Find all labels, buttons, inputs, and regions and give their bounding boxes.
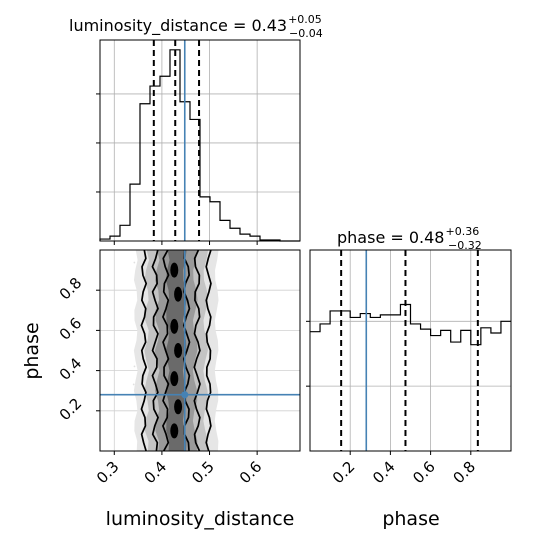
hist-bin-6 <box>370 317 380 451</box>
hist-bin-2 <box>120 225 130 241</box>
hist-bin-1 <box>320 324 330 451</box>
hist-bin-6 <box>160 76 170 241</box>
hist-bin-13 <box>441 330 451 451</box>
x-tick-label-1: 0.4 <box>369 458 399 488</box>
panel-frame <box>309 249 512 452</box>
contour-1-right <box>205 250 212 451</box>
hist-bin-3 <box>130 184 140 241</box>
hist-bin-10 <box>411 324 421 451</box>
title-luminosity-distance: luminosity_distance = 0.43+0.05 −0.04 <box>69 13 323 40</box>
hist-bin-4 <box>350 317 360 451</box>
density-area <box>100 250 300 451</box>
contour-core-2 <box>170 318 179 334</box>
hist-bin-15 <box>461 330 471 451</box>
hist-bin-5 <box>150 86 160 241</box>
contour-2-right <box>193 250 201 451</box>
hist-outline <box>310 303 511 346</box>
contour-core-1 <box>174 286 183 302</box>
sample-point <box>132 383 135 386</box>
contour-2-left <box>151 250 159 451</box>
hist-bin-13 <box>230 228 240 241</box>
hist-bin-18 <box>491 333 501 451</box>
x-tick-label-3: 0.6 <box>236 458 266 488</box>
hist-bin-11 <box>210 202 220 241</box>
contour-1-left <box>140 250 148 451</box>
hist-bin-14 <box>240 234 250 241</box>
x-tick-label-1: 0.4 <box>141 458 171 488</box>
y-tick-label-1: 0.4 <box>56 354 86 384</box>
hist-bin-1 <box>110 236 120 241</box>
contour-3-left <box>161 250 170 451</box>
panel-frame <box>99 39 301 242</box>
contour-core-6 <box>170 423 179 439</box>
title-phase: phase = 0.48+0.36 −0.32 <box>337 225 482 252</box>
density-luminosity-distance-vs-phase: 0.3 0.4 0.5 0.6 0.2 0.4 0.6 0.8 <box>56 249 301 488</box>
sample-point <box>133 261 136 264</box>
x-tick-label-0: 0.3 <box>93 458 123 488</box>
hist-bin-8 <box>390 315 400 451</box>
hist-bin-7 <box>380 315 390 451</box>
contour-core-4 <box>170 371 179 387</box>
hist-outline <box>99 49 300 242</box>
x-axis-label-luminosity-distance: luminosity_distance <box>106 508 295 530</box>
y-tick-label-3: 0.8 <box>56 274 86 304</box>
panel-frame <box>99 249 301 452</box>
sample-point <box>133 365 136 368</box>
hist-bin-14 <box>451 342 461 451</box>
x-tick-label-3: 0.8 <box>449 458 479 488</box>
contour-core-5 <box>174 399 183 415</box>
hist-bin-12 <box>220 220 230 241</box>
hist-bin-5 <box>360 314 370 451</box>
hist-bin-17 <box>481 328 491 451</box>
y-tick-label-2: 0.6 <box>56 314 86 344</box>
x-tick-label-0: 0.2 <box>329 458 359 488</box>
hist-bin-9 <box>400 304 410 451</box>
hist-bin-15 <box>250 236 260 241</box>
histogram-phase: 0.2 0.4 0.6 0.8 <box>306 249 512 488</box>
hist-bin-12 <box>431 336 441 451</box>
hist-bin-2 <box>330 311 340 451</box>
truth-marker <box>181 391 189 399</box>
hist-bin-4 <box>140 104 150 241</box>
hist-bin-10 <box>200 197 210 241</box>
hist-bin-16 <box>471 345 481 451</box>
contour-core-0 <box>170 262 179 278</box>
x-axis-label-phase: phase <box>382 508 439 530</box>
y-tick-label-0: 0.2 <box>56 394 86 424</box>
y-axis-label-phase: phase <box>21 322 43 379</box>
hist-bin-11 <box>421 329 431 451</box>
hist-bin-0 <box>310 332 320 451</box>
contour-core-3 <box>174 343 183 358</box>
x-tick-label-2: 0.6 <box>409 458 439 488</box>
x-tick-label-2: 0.5 <box>188 458 218 488</box>
histogram-luminosity-distance <box>96 39 301 245</box>
